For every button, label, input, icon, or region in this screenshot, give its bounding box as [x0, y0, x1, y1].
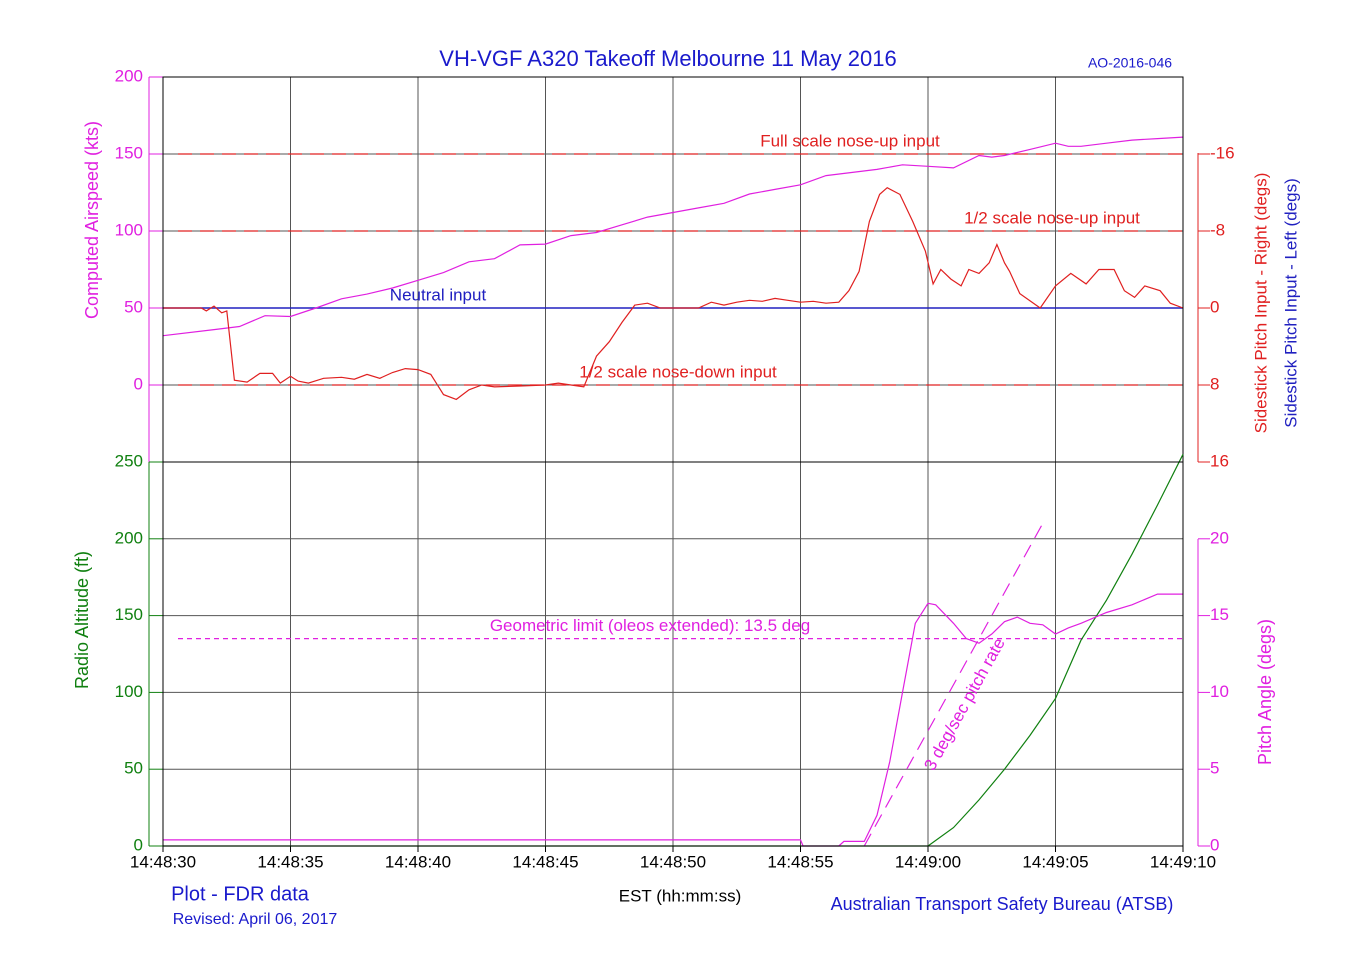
- chart-title: VH-VGF A320 Takeoff Melbourne 11 May 201…: [439, 46, 896, 71]
- y-tick-label: 0: [134, 374, 143, 393]
- y-tick-label: 100: [115, 220, 143, 239]
- y2-tick-label: 10: [1210, 682, 1229, 701]
- reference-label: Neutral input: [390, 285, 487, 304]
- x-axis-label: EST (hh:mm:ss): [619, 886, 741, 905]
- y-tick-label: 200: [115, 528, 143, 547]
- data-line: [162, 136, 1184, 337]
- y2-axis-label: Sidestick Pitch Input - Right (degs): [1251, 173, 1270, 434]
- y2-tick-label: 0: [1210, 835, 1219, 854]
- reference-label: Geometric limit (oleos extended): 13.5 d…: [490, 616, 810, 635]
- y-tick-label: 100: [115, 682, 143, 701]
- agency: Australian Transport Safety Bureau (ATSB…: [831, 894, 1174, 914]
- y-tick-label: 0: [134, 835, 143, 854]
- y-tick-label: 150: [115, 143, 143, 162]
- rate-line: [863, 523, 1044, 847]
- x-tick-label: 14:48:50: [640, 852, 706, 871]
- y2-axis-label: Pitch Angle (degs): [1255, 619, 1275, 765]
- x-tick-label: 14:48:35: [257, 852, 323, 871]
- report-id: AO-2016-046: [1088, 55, 1172, 71]
- reference-label: Full scale nose-up input: [760, 131, 940, 150]
- x-tick-label: 14:48:30: [130, 852, 196, 871]
- x-tick-label: 14:49:05: [1022, 852, 1088, 871]
- y2-tick-label: 0: [1210, 297, 1219, 316]
- y2-axis-label: Sidestick Pitch Input - Left (degs): [1281, 178, 1300, 427]
- y2-tick-label: -8: [1210, 220, 1225, 239]
- data-line: [163, 454, 1184, 847]
- y-tick-label: 250: [115, 451, 143, 470]
- reference-label: 1/2 scale nose-up input: [964, 208, 1140, 227]
- x-tick-label: 14:48:40: [385, 852, 451, 871]
- y2-tick-label: -16: [1210, 143, 1235, 162]
- x-tick-label: 14:49:10: [1150, 852, 1216, 871]
- y2-tick-label: 16: [1210, 451, 1229, 470]
- revised-date: Revised: April 06, 2017: [173, 911, 338, 928]
- y-tick-label: 150: [115, 605, 143, 624]
- x-tick-label: 14:48:45: [512, 852, 578, 871]
- y-tick-label: 200: [115, 66, 143, 85]
- y-tick-label: 50: [124, 759, 143, 778]
- plot-label: Plot - FDR data: [171, 883, 310, 905]
- data-line: [163, 593, 1183, 847]
- data-line: [163, 186, 1184, 401]
- x-tick-label: 14:49:00: [895, 852, 961, 871]
- reference-label: 1/2 scale nose-down input: [579, 362, 777, 381]
- y-axis-label: Computed Airspeed (kts): [82, 121, 102, 319]
- y2-tick-label: 8: [1210, 374, 1219, 393]
- x-tick-label: 14:48:55: [767, 852, 833, 871]
- y2-tick-label: 15: [1210, 605, 1229, 624]
- y2-tick-label: 20: [1210, 528, 1229, 547]
- plot-frame: [162, 461, 1184, 847]
- y-tick-label: 50: [124, 297, 143, 316]
- y2-tick-label: 5: [1210, 759, 1219, 778]
- y-axis-label: Radio Altitude (ft): [72, 551, 92, 689]
